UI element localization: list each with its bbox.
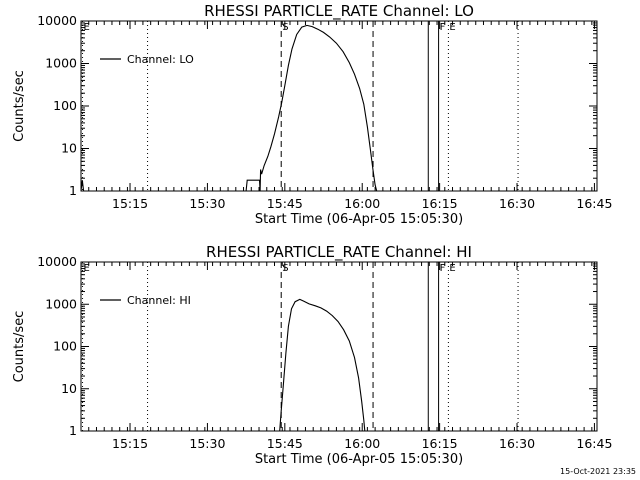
x-tick-label: 15:15 [112, 436, 148, 451]
y-axis-label: Counts/sec [12, 311, 27, 383]
x-axis-label: Start Time (06-Apr-05 15:05:30) [255, 452, 463, 467]
x-tick-label: 16:45 [576, 436, 612, 451]
x-tick-label: 16:30 [499, 196, 535, 211]
y-tick-label: 1 [69, 183, 77, 198]
x-tick-label: 15:45 [267, 196, 303, 211]
x-axis-label: Start Time (06-Apr-05 15:05:30) [255, 212, 463, 227]
marker-label: S [282, 22, 288, 33]
y-tick-label: 10000 [37, 254, 77, 269]
series-line [279, 298, 366, 432]
chart-hi: RHESSI PARTICLE_RATE Channel: HI 1 10 100 10… [12, 243, 612, 467]
marker-label: F [440, 22, 446, 33]
x-tick-label: 16:45 [576, 196, 612, 211]
marker-label: E [449, 22, 455, 33]
chart-title: RHESSI PARTICLE_RATE Channel: LO [204, 2, 474, 21]
x-tick-label: 15:30 [189, 196, 225, 211]
y-tick-label: 10 [61, 141, 77, 156]
chart-title: RHESSI PARTICLE_RATE Channel: HI [206, 243, 472, 262]
x-tick-label: 15:30 [189, 436, 225, 451]
y-tick-label: 1000 [45, 296, 77, 311]
marker-label: S [282, 263, 288, 274]
x-tick-label: 16:15 [422, 436, 458, 451]
y-axis-label: Counts/sec [12, 70, 27, 142]
y-tick-label: 100 [53, 98, 77, 113]
y-tick-label: 1000 [45, 56, 77, 71]
x-tick-label: 15:45 [267, 436, 303, 451]
x-tick-label: 15:15 [112, 196, 148, 211]
marker-label: E [84, 263, 90, 274]
y-tick-label: 1 [69, 423, 77, 438]
y-tick-label: 10 [61, 381, 77, 396]
y-tick-label: 100 [53, 339, 77, 354]
marker-label: E [449, 263, 455, 274]
plot-frame [80, 261, 598, 432]
series-line [245, 24, 378, 192]
x-tick-label: 16:00 [344, 196, 380, 211]
marker-label: E [84, 22, 90, 33]
chart-lo: RHESSI PARTICLE_RATE Channel: LO 1 10 100 10… [12, 2, 612, 227]
legend-label: Channel: LO [127, 53, 194, 66]
series-line [80, 180, 85, 192]
x-tick-label: 16:00 [344, 436, 380, 451]
x-tick-label: 16:15 [422, 196, 458, 211]
x-tick-label: 16:30 [499, 436, 535, 451]
timestamp: 15-Oct-2021 23:35 [560, 467, 636, 476]
marker-label: F [440, 263, 446, 274]
y-tick-label: 10000 [37, 13, 77, 28]
legend-label: Channel: HI [127, 294, 191, 307]
